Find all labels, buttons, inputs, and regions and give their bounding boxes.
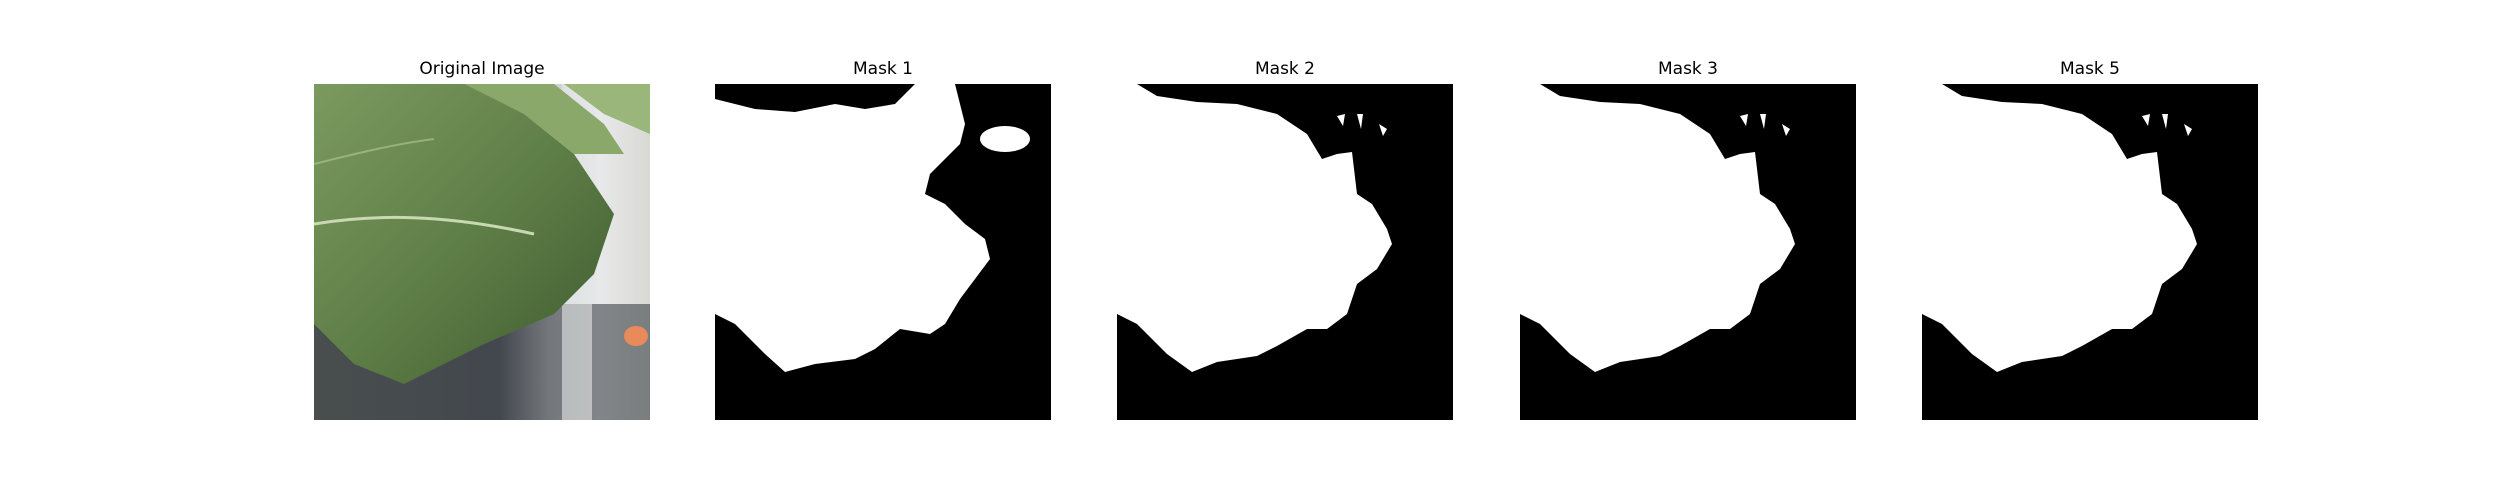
panel-title: Mask 5	[2059, 59, 2120, 79]
mask-2-image	[1117, 84, 1453, 420]
original-image-panel: Original Image	[314, 57, 650, 423]
mask-5-image	[1922, 84, 2258, 420]
mask-3-panel: Mask 3	[1520, 57, 1856, 423]
mask-3-image	[1520, 84, 1856, 420]
panel-title: Original Image	[419, 59, 545, 79]
panel-title: Mask 3	[1657, 59, 1718, 79]
original-image	[314, 84, 650, 420]
mask-1-image	[715, 84, 1051, 420]
mask-1-panel: Mask 1	[715, 57, 1051, 423]
panel-title: Mask 1	[852, 59, 913, 79]
mask-5-panel: Mask 5	[1922, 57, 2258, 423]
mask-2-panel: Mask 2	[1117, 57, 1453, 423]
panel-title: Mask 2	[1254, 59, 1315, 79]
